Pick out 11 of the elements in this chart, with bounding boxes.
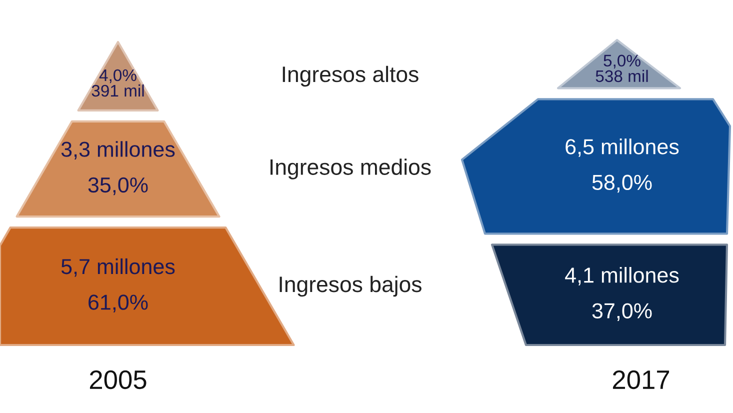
series-label: 2017 xyxy=(612,370,670,390)
data-label: 6,5 millones 58,0% xyxy=(566,138,679,193)
data-label: 3,3 millones 35,0% xyxy=(61,141,175,196)
series-label: 2005 xyxy=(90,370,146,390)
data-label: 4,1 millones 37,0% xyxy=(565,266,679,321)
data-label: 5,0% 538 mil xyxy=(596,54,648,82)
category-label: Ingresos altos xyxy=(282,66,418,87)
category-label: Ingresos bajos xyxy=(280,276,422,297)
data-label: 5,7 millones 61,0% xyxy=(61,258,175,312)
category-label: Ingresos medios xyxy=(270,158,431,180)
data-label: 4,0% 391 mil xyxy=(92,69,144,97)
